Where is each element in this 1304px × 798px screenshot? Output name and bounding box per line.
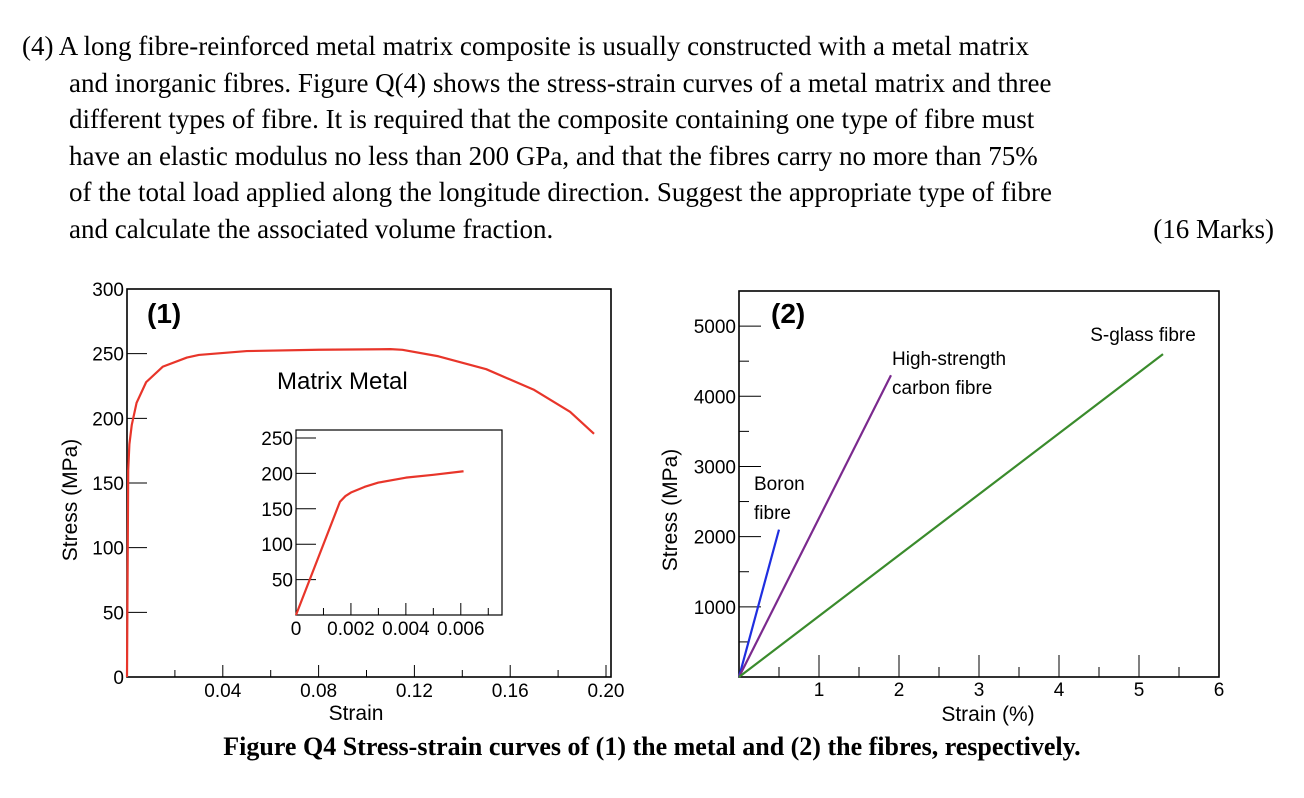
chart-1-inset-series [294, 470, 464, 616]
chart-1-inset-y-tick-label: 50 [272, 571, 293, 592]
chart-2-y-tick-label: 3000 [694, 457, 736, 478]
chart-2-y-tick-label: 1000 [694, 598, 736, 619]
chart-2-y-tick-label: 2000 [694, 528, 736, 549]
chart-1-panel-label: (1) [147, 298, 181, 329]
chart-2-series-s-glass-fibre [738, 353, 1164, 678]
chart-1-y-tick-label: 250 [92, 345, 124, 366]
chart-2-x-tick-label: 2 [894, 680, 905, 701]
question-marks: (16 Marks) [1153, 213, 1274, 244]
chart-1-y-axis-label: Stress (MPa) [59, 439, 82, 562]
chart-1-y-tick-label: 150 [92, 474, 124, 495]
chart-1-x-tick-label: 0.04 [204, 681, 241, 702]
question-line-4: have an elastic modulus no less than 200… [69, 140, 1038, 171]
question-last-row: and calculate the associated volume frac… [22, 211, 1284, 248]
chart-2-series-boron-fibre [737, 529, 781, 678]
chart-1-x-tick-label: 0.12 [396, 681, 433, 702]
chart-2-y-tick-label: 5000 [694, 317, 736, 338]
chart-2-y-axis-label: Stress (MPa) [659, 449, 682, 572]
chart-1-y-tick-label: 300 [92, 280, 124, 301]
chart-2: 1 2 3 4 5 6 1000 2000 3000 4000 5000 Strain (%) Stre… [659, 290, 1225, 726]
chart-1-inset-y-tick-label: 150 [261, 500, 293, 521]
chart-1-inset-y-tick-label: 200 [261, 464, 293, 485]
chart-2-series-carbon-fibre [738, 374, 892, 678]
question-line-6: and calculate the associated volume frac… [69, 213, 554, 244]
chart-1-inset: 0 0.002 0.004 0.006 50 100 150 200 250 [261, 429, 503, 640]
chart-2-annotation: carbon fibre [892, 378, 992, 399]
chart-1-y-tick-label: 50 [103, 603, 124, 624]
chart-1-inset-x-tick-label: 0.004 [382, 619, 430, 640]
chart-1-x-tick-label: 0.20 [588, 681, 625, 702]
chart-1-inset-x-tick-label: 0 [291, 619, 302, 640]
question-line-5: of the total load applied along the long… [69, 177, 1052, 207]
chart-1: 0.04 0.08 0.12 0.16 0.20 0 50 100 150 200 250 300 St… [59, 280, 624, 725]
figure-caption: Figure Q4 Stress-strain curves of (1) th… [223, 732, 1081, 761]
chart-2-x-tick-label: 6 [1214, 680, 1225, 701]
chart-2-x-tick-label: 3 [974, 680, 985, 701]
question-line-3: different types of fibre. It is required… [69, 104, 1035, 134]
question-line-2: and inorganic fibres. Figure Q(4) shows … [69, 67, 1052, 98]
chart-1-y-tick-label: 0 [113, 668, 124, 689]
chart-2-x-tick-label: 5 [1134, 680, 1145, 701]
chart-1-y-tick-label: 200 [92, 409, 124, 430]
chart-2-y-tick-label: 4000 [694, 387, 736, 408]
chart-1-inset-x-tick-label: 0.002 [327, 619, 375, 640]
chart-2-annotation: High-strength [892, 349, 1006, 370]
chart-1-inset-y-tick-label: 250 [261, 429, 293, 450]
chart-1-x-axis-label: Strain [329, 702, 384, 725]
chart-2-annotation: S-glass fibre [1090, 325, 1196, 346]
chart-2-x-axis-label: Strain (%) [941, 703, 1034, 726]
chart-2-x-tick-label: 4 [1054, 680, 1065, 701]
chart-1-x-tick-label: 0.08 [300, 681, 337, 702]
chart-2-panel-label: (2) [771, 298, 805, 329]
chart-1-series-label: Matrix Metal [277, 368, 408, 395]
chart-1-y-tick-label: 100 [92, 539, 124, 560]
chart-2-annotation: Boron [754, 474, 805, 495]
chart-1-inset-y-tick-label: 100 [261, 535, 293, 556]
chart-2-annotation: fibre [754, 503, 791, 524]
chart-1-x-tick-label: 0.16 [492, 681, 529, 702]
chart-1-inset-frame [295, 429, 503, 616]
chart-1-series-matrix-metal [125, 348, 595, 678]
question-text: (4) A long fibre-reinforced metal matrix… [22, 28, 1284, 247]
question-line-1: (4) A long fibre-reinforced metal matrix… [22, 31, 1029, 61]
chart-1-inset-x-tick-label: 0.006 [437, 619, 485, 640]
chart-2-x-tick-label: 1 [814, 680, 825, 701]
